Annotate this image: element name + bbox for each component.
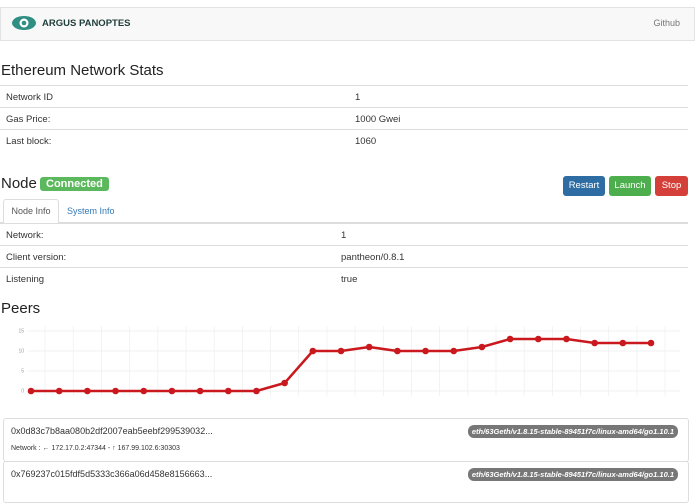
status-badge: Connected bbox=[40, 177, 109, 191]
peer-network: Network : ← 172.17.0.2:47344 - ↑ 167.99.… bbox=[11, 445, 180, 452]
client-badge: eth/63Geth/v1.8.15-stable-89451f7c/linux… bbox=[467, 425, 678, 438]
cell: Gas Price: bbox=[6, 114, 51, 125]
peers-chart: 0 5 10 15 bbox=[18, 326, 680, 396]
cell: Network: bbox=[6, 230, 44, 241]
tab[interactable]: System Info bbox=[67, 206, 115, 216]
y-tick-label: 5 bbox=[21, 368, 24, 374]
line bbox=[31, 337, 651, 393]
cell: 1 bbox=[341, 230, 347, 241]
table-row: Client version: pantheon/0.8.1 bbox=[0, 245, 688, 268]
table-row: Gas Price: 1000 Gwei bbox=[0, 107, 688, 130]
tab-border bbox=[0, 222, 688, 223]
point bbox=[647, 339, 655, 347]
y-tick-label: 10 bbox=[18, 348, 24, 354]
section-title: Peers bbox=[1, 300, 41, 317]
restart-button[interactable]: Restart bbox=[563, 176, 605, 196]
launch-button[interactable]: Launch bbox=[609, 176, 651, 196]
client-badge: eth/63Geth/v1.8.15-stable-89451f7c/linux… bbox=[467, 468, 678, 481]
peer-id: 0x769237c015fdf5d5333c366a06d458e8156663… bbox=[11, 469, 213, 479]
cell: true bbox=[341, 274, 358, 285]
section-title: Node bbox=[1, 175, 37, 192]
tab-active[interactable]: Node Info bbox=[3, 199, 59, 224]
peer-card: 0x0d83c7b8aa080b2df2007eab5eebf299539032… bbox=[3, 418, 689, 462]
logo bbox=[12, 16, 36, 30]
y-tick-label: 15 bbox=[18, 328, 24, 334]
y-tick-label: 0 bbox=[21, 388, 24, 394]
peer-card: 0x769237c015fdf5d5333c366a06d458e8156663… bbox=[3, 461, 689, 503]
point bbox=[478, 343, 486, 351]
point bbox=[591, 339, 598, 347]
point bbox=[27, 387, 35, 395]
stop-button[interactable]: Stop bbox=[655, 176, 688, 196]
cell: 1000 Gwei bbox=[355, 114, 401, 125]
table-row: Last block: 1060 bbox=[0, 129, 688, 152]
point bbox=[337, 347, 345, 355]
cell: Client version: bbox=[6, 252, 67, 263]
cell: pantheon/0.8.1 bbox=[341, 252, 405, 263]
cell: Last block: bbox=[6, 136, 52, 147]
point bbox=[168, 387, 176, 395]
cell: 1060 bbox=[355, 136, 377, 147]
cell: 1 bbox=[355, 92, 361, 103]
cell: Listening bbox=[6, 274, 45, 285]
point bbox=[563, 335, 570, 343]
brand: ARGUS PANOPTES bbox=[42, 18, 131, 29]
point bbox=[619, 339, 627, 347]
point bbox=[309, 347, 317, 355]
point bbox=[253, 387, 260, 395]
cell: Network ID bbox=[6, 92, 53, 103]
point bbox=[112, 387, 119, 395]
navbar: ARGUS PANOPTES Github bbox=[0, 7, 695, 41]
point bbox=[281, 379, 288, 387]
section-title: Ethereum Network Stats bbox=[1, 62, 164, 79]
point bbox=[450, 347, 458, 355]
point bbox=[196, 387, 204, 395]
point bbox=[365, 343, 373, 351]
table-row: Network ID 1 bbox=[0, 85, 688, 108]
point bbox=[534, 335, 542, 343]
point bbox=[506, 335, 514, 343]
point bbox=[55, 387, 63, 395]
point bbox=[224, 387, 232, 395]
point bbox=[422, 347, 429, 355]
point bbox=[84, 387, 91, 395]
table-row: Network: 1 bbox=[0, 223, 688, 246]
github-link[interactable]: Github bbox=[653, 18, 680, 28]
table-row: Listening true bbox=[0, 267, 688, 290]
point bbox=[140, 387, 148, 395]
point bbox=[394, 347, 401, 355]
peer-id: 0x0d83c7b8aa080b2df2007eab5eebf299539032… bbox=[11, 426, 213, 436]
